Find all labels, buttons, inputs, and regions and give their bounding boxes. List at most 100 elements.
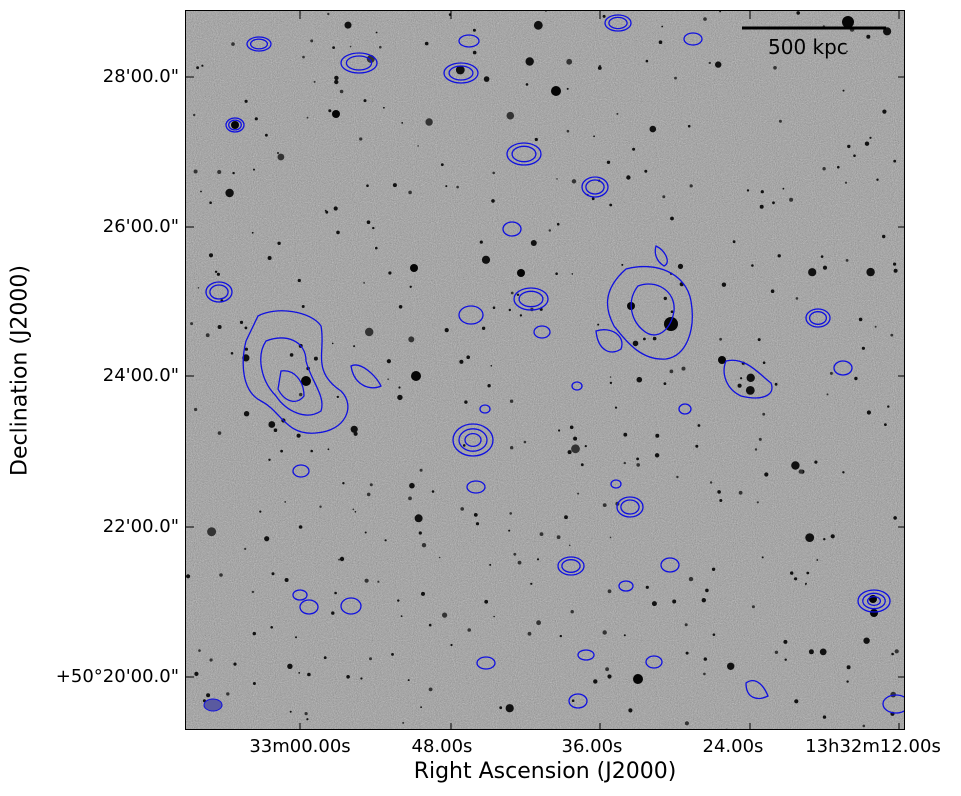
star (226, 692, 230, 696)
star (401, 122, 404, 124)
star (695, 444, 699, 448)
star (383, 106, 385, 109)
star (253, 168, 255, 171)
star (420, 706, 422, 709)
star (193, 169, 198, 174)
star (609, 203, 613, 207)
radio-contour (862, 592, 886, 610)
radio-contour (458, 428, 488, 452)
star (267, 256, 272, 260)
star (306, 718, 309, 721)
star (297, 278, 301, 283)
star (623, 461, 626, 465)
radio-contour (654, 245, 668, 267)
star (688, 576, 694, 582)
y-tick-label: 28'00.0" (102, 66, 179, 87)
star (845, 259, 849, 262)
radio-contour (577, 649, 595, 661)
star (244, 547, 247, 551)
y-axis-title: Declination (J2000) (7, 265, 33, 476)
star (607, 674, 612, 679)
star (869, 136, 872, 139)
star (299, 392, 303, 397)
star (302, 55, 305, 59)
star (644, 169, 648, 173)
star (323, 656, 327, 660)
star (796, 11, 800, 15)
star (663, 296, 667, 301)
star (484, 599, 489, 604)
star (891, 652, 894, 656)
star (846, 665, 851, 670)
star (703, 672, 706, 676)
radio-contour (458, 34, 480, 48)
star (727, 662, 735, 670)
star (571, 699, 575, 702)
star (754, 448, 758, 451)
star (232, 171, 235, 175)
x-tick-label: 13h32m12.00s (805, 736, 941, 757)
star (186, 574, 191, 579)
star (190, 322, 194, 326)
star (655, 433, 660, 438)
star (493, 615, 495, 618)
star (884, 423, 887, 426)
radio-contour (557, 556, 585, 576)
star (259, 510, 262, 513)
star (609, 376, 612, 378)
star (663, 382, 667, 385)
star (408, 336, 415, 343)
star (842, 471, 845, 474)
star (566, 87, 569, 90)
radio-contour (857, 589, 891, 613)
star (467, 628, 472, 632)
star (206, 693, 211, 698)
radio-contour (808, 311, 828, 325)
star (331, 342, 334, 345)
bright-source (231, 121, 239, 129)
star (231, 42, 235, 46)
star (339, 89, 344, 94)
star (746, 189, 750, 192)
star (822, 715, 827, 719)
star (846, 50, 848, 53)
star (375, 246, 378, 250)
radio-contour (618, 580, 634, 592)
star (359, 137, 363, 141)
radio-contour (479, 404, 491, 414)
bright-source (411, 371, 421, 381)
star (570, 610, 574, 614)
star (217, 170, 222, 174)
radio-contour (606, 265, 693, 360)
star (324, 209, 327, 212)
star (794, 577, 798, 581)
x-axis-title: Right Ascension (J2000) (413, 759, 677, 784)
star (773, 66, 777, 70)
star (808, 268, 817, 277)
star (893, 268, 898, 273)
radio-contour (260, 337, 323, 416)
star (472, 28, 476, 32)
radio-contour (604, 14, 632, 32)
star (853, 154, 856, 157)
radio-contour (458, 305, 484, 325)
star (593, 135, 595, 138)
star (672, 599, 677, 604)
star (409, 285, 412, 288)
star (334, 75, 339, 81)
star (349, 45, 352, 48)
star (626, 175, 631, 180)
star (296, 433, 301, 438)
star (332, 46, 335, 49)
star (689, 184, 693, 188)
star (597, 323, 600, 326)
star (342, 482, 345, 485)
star (244, 347, 248, 351)
star (874, 325, 877, 328)
star (636, 457, 639, 461)
star (510, 446, 514, 450)
optical-image-with-radio-contours (186, 11, 904, 729)
star (684, 721, 689, 726)
star (505, 704, 514, 713)
star (556, 535, 561, 540)
